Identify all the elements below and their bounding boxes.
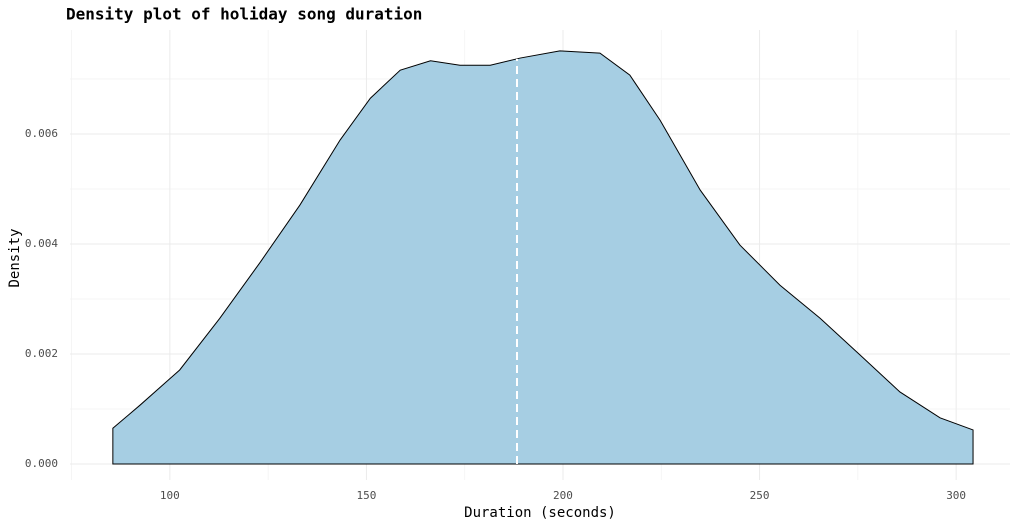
y-tick-label: 0.000 — [25, 457, 58, 470]
x-tick-label: 200 — [553, 489, 573, 502]
x-tick-label: 150 — [356, 489, 376, 502]
x-axis-title: Duration (seconds) — [464, 505, 616, 521]
chart-title: Density plot of holiday song duration — [66, 5, 422, 24]
x-tick-label: 250 — [750, 489, 770, 502]
y-tick-label: 0.002 — [25, 347, 58, 360]
x-tick-label: 100 — [160, 489, 180, 502]
y-tick-label: 0.004 — [25, 237, 58, 250]
density-area — [112, 50, 974, 465]
x-tick-label: 300 — [946, 489, 966, 502]
y-axis-title: Density — [7, 228, 23, 287]
y-tick-label: 0.006 — [25, 127, 58, 140]
